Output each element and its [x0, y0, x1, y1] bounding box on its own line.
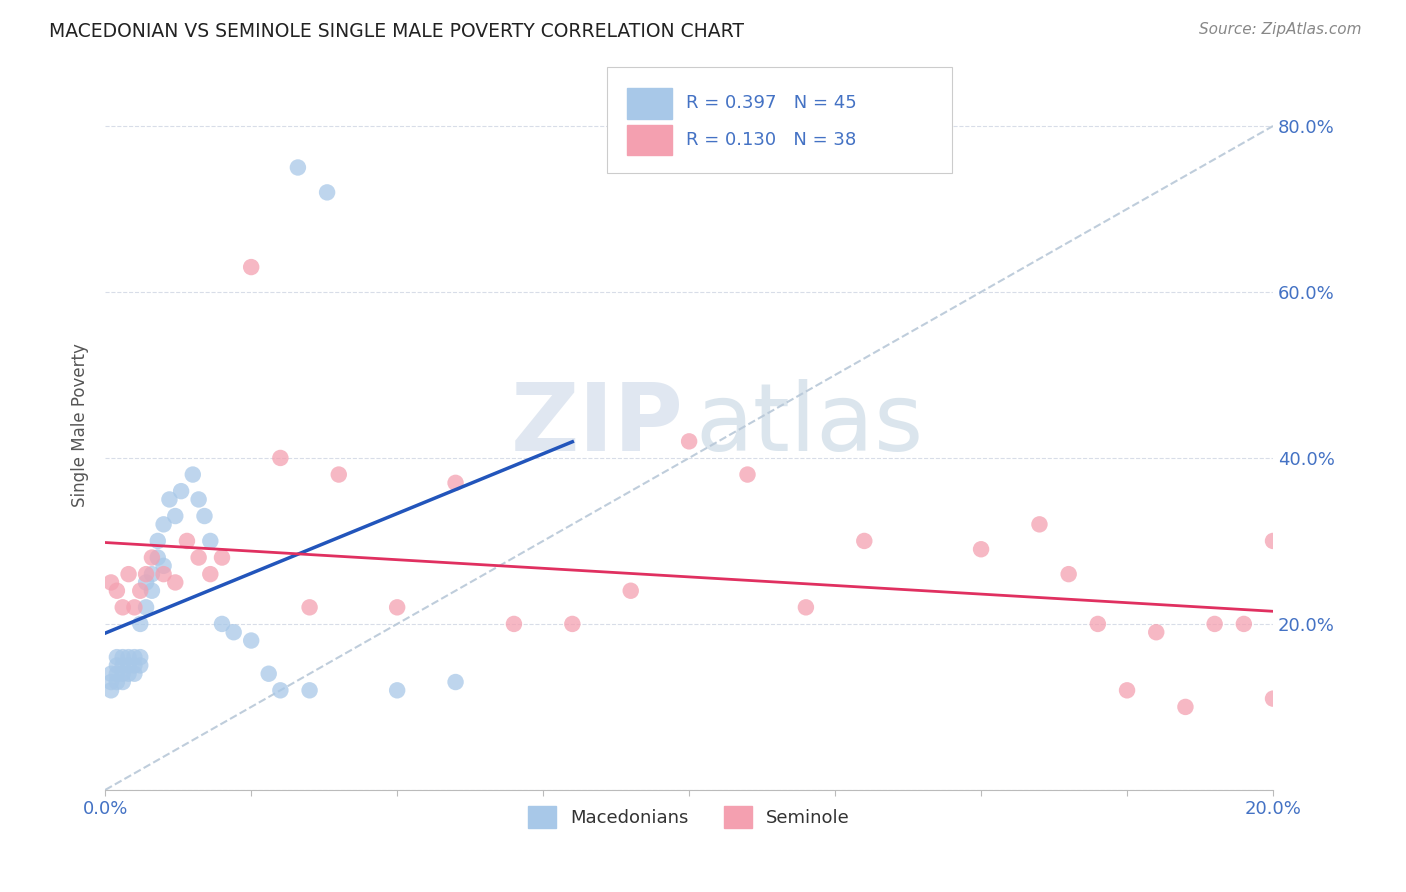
Text: ZIP: ZIP — [510, 379, 683, 471]
Point — [193, 509, 215, 524]
Text: Source: ZipAtlas.com: Source: ZipAtlas.com — [1198, 22, 1361, 37]
Point — [146, 550, 169, 565]
Point — [129, 616, 152, 631]
Point — [181, 467, 204, 482]
Point — [129, 650, 152, 665]
Point — [124, 650, 146, 665]
Point — [1261, 691, 1284, 706]
Point — [222, 625, 245, 640]
Point — [165, 509, 187, 524]
Point — [100, 575, 122, 590]
Point — [853, 533, 876, 548]
Point — [444, 675, 467, 690]
Point — [117, 650, 139, 665]
Point — [1261, 533, 1284, 548]
Point — [141, 567, 163, 582]
Point — [152, 558, 174, 573]
Point — [152, 517, 174, 532]
Text: R = 0.397   N = 45: R = 0.397 N = 45 — [686, 95, 856, 112]
Point — [737, 467, 759, 482]
Point — [200, 567, 222, 582]
Legend: Macedonians, Seminole: Macedonians, Seminole — [522, 799, 858, 836]
Point — [620, 583, 643, 598]
Point — [124, 666, 146, 681]
Point — [152, 567, 174, 582]
Point — [1028, 517, 1050, 532]
Point — [165, 575, 187, 590]
Y-axis label: Single Male Poverty: Single Male Poverty — [72, 343, 89, 507]
Point — [970, 542, 993, 557]
Point — [385, 600, 408, 615]
Point — [159, 492, 181, 507]
Point — [1174, 700, 1197, 714]
Point — [298, 683, 321, 698]
Point — [100, 683, 122, 698]
Point — [328, 467, 350, 482]
Point — [1233, 616, 1256, 631]
Point — [105, 675, 128, 690]
Point — [298, 600, 321, 615]
Point — [170, 484, 193, 499]
Point — [385, 683, 408, 698]
Point — [129, 583, 152, 598]
Bar — [627, 88, 672, 119]
Point — [561, 616, 583, 631]
Point — [316, 186, 339, 200]
Text: R = 0.130   N = 38: R = 0.130 N = 38 — [686, 131, 856, 149]
Point — [105, 658, 128, 673]
Point — [240, 260, 263, 274]
Point — [100, 666, 122, 681]
Point — [240, 633, 263, 648]
Point — [794, 600, 817, 615]
Point — [176, 533, 198, 548]
Point — [117, 666, 139, 681]
Point — [257, 666, 280, 681]
Point — [111, 600, 134, 615]
Point — [187, 492, 209, 507]
Point — [1144, 625, 1167, 640]
Point — [100, 675, 122, 690]
Point — [117, 658, 139, 673]
Text: atlas: atlas — [695, 379, 924, 471]
FancyBboxPatch shape — [607, 67, 952, 173]
Point — [678, 434, 700, 449]
Point — [1116, 683, 1139, 698]
Point — [124, 600, 146, 615]
Point — [105, 583, 128, 598]
Text: MACEDONIAN VS SEMINOLE SINGLE MALE POVERTY CORRELATION CHART: MACEDONIAN VS SEMINOLE SINGLE MALE POVER… — [49, 22, 744, 41]
Point — [444, 475, 467, 490]
Point — [111, 675, 134, 690]
Point — [117, 567, 139, 582]
Point — [135, 600, 157, 615]
Point — [211, 616, 233, 631]
Bar — [627, 125, 672, 155]
Point — [111, 658, 134, 673]
Point — [269, 683, 291, 698]
Point — [146, 533, 169, 548]
Point — [200, 533, 222, 548]
Point — [187, 550, 209, 565]
Point — [211, 550, 233, 565]
Point — [129, 658, 152, 673]
Point — [135, 567, 157, 582]
Point — [111, 650, 134, 665]
Point — [1057, 567, 1080, 582]
Point — [135, 575, 157, 590]
Point — [111, 666, 134, 681]
Point — [269, 450, 291, 465]
Point — [287, 161, 309, 175]
Point — [141, 550, 163, 565]
Point — [503, 616, 526, 631]
Point — [141, 583, 163, 598]
Point — [105, 650, 128, 665]
Point — [1204, 616, 1226, 631]
Point — [1087, 616, 1109, 631]
Point — [124, 658, 146, 673]
Point — [105, 666, 128, 681]
